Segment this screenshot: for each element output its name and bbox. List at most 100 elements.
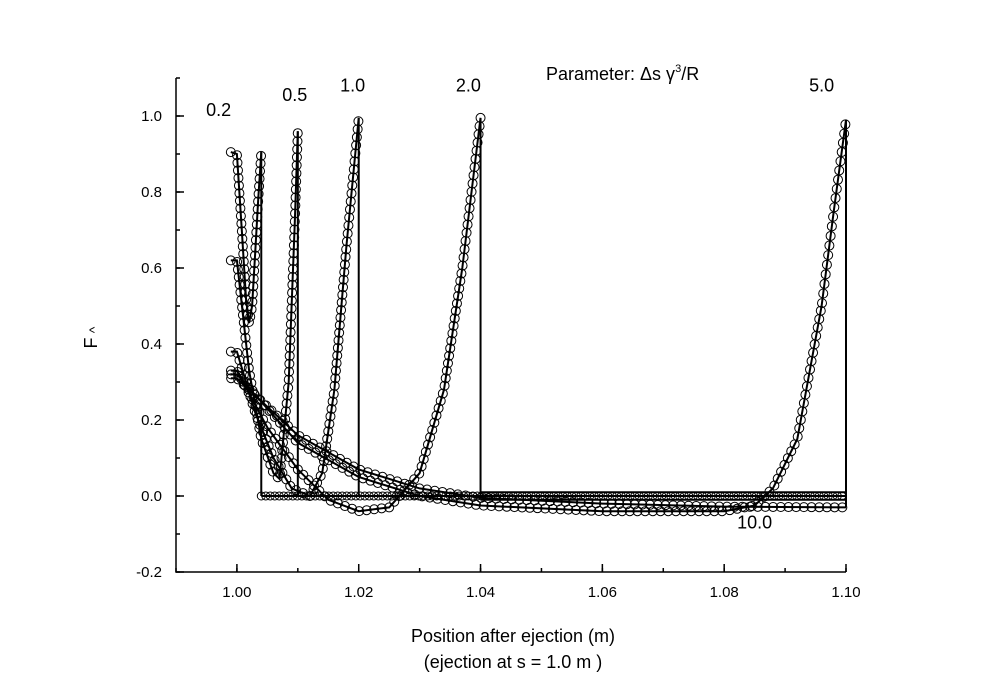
marker-0.5 [282, 390, 293, 401]
marker-2.0 [409, 474, 420, 485]
marker-2.0 [422, 439, 433, 450]
marker-2.0 [292, 464, 303, 475]
marker-5.0 [826, 221, 837, 232]
series-label: 5.0 [809, 75, 834, 95]
marker-0.5 [237, 302, 248, 313]
baseline-marker [441, 491, 451, 501]
marker-0.5 [285, 319, 296, 330]
marker-1.0 [315, 471, 326, 482]
marker-10.0 [277, 415, 288, 426]
marker-10.0 [233, 374, 244, 385]
x-tick-label: 1.00 [222, 584, 251, 601]
marker-0.2 [249, 265, 260, 276]
marker-10.0 [783, 502, 794, 513]
marker-0.2 [231, 150, 242, 161]
marker-10.0 [271, 410, 282, 421]
curve-0.2 [230, 151, 263, 324]
marker-10.0 [445, 488, 456, 499]
baseline-marker [387, 491, 397, 501]
marker-2.0 [439, 380, 450, 391]
baseline-marker [378, 491, 388, 501]
marker-0.5 [286, 295, 297, 306]
marker-1.0 [346, 188, 357, 199]
y-tick-label: 1.0 [141, 108, 162, 125]
marker-0.2 [225, 147, 236, 158]
marker-2.0 [416, 461, 427, 472]
marker-10.0 [745, 501, 756, 512]
series-label: 1.0 [340, 75, 365, 95]
y-tick-label: 0.8 [141, 184, 162, 201]
marker-1.0 [225, 346, 236, 357]
baseline-marker [445, 491, 455, 501]
marker-1.0 [322, 433, 333, 444]
marker-0.5 [236, 294, 247, 305]
marker-2.0 [462, 219, 473, 230]
baseline-marker [328, 491, 338, 501]
baseline-marker [319, 491, 329, 501]
marker-10.0 [348, 461, 359, 472]
series-label: 0.2 [206, 100, 231, 120]
marker-1.0 [234, 355, 245, 366]
marker-1.0 [351, 140, 362, 151]
marker-1.0 [334, 320, 345, 331]
x-tick-label: 1.08 [710, 584, 739, 601]
marker-0.2 [246, 304, 257, 315]
baseline-marker [315, 491, 325, 501]
marker-5.0 [820, 269, 831, 280]
baseline-marker [324, 491, 334, 501]
marker-1.0 [352, 124, 363, 135]
marker-5.0 [601, 506, 612, 517]
marker-1.0 [336, 305, 347, 316]
marker-2.0 [420, 446, 431, 457]
marker-2.0 [447, 328, 458, 339]
marker-0.2 [236, 226, 247, 237]
marker-5.0 [640, 506, 651, 517]
marker-5.0 [678, 506, 689, 517]
marker-0.2 [247, 289, 258, 300]
baseline-marker [373, 491, 383, 501]
marker-0.5 [243, 363, 254, 374]
marker-1.0 [327, 396, 338, 407]
marker-1.0 [332, 342, 343, 353]
series-label: 10.0 [737, 512, 772, 532]
marker-10.0 [226, 373, 237, 384]
marker-10.0 [255, 395, 266, 406]
baseline-marker [333, 491, 343, 501]
baseline-marker [409, 491, 419, 501]
series-0.2 [225, 147, 267, 496]
marker-0.5 [285, 335, 296, 346]
marker-5.0 [670, 506, 681, 517]
marker-0.2 [250, 242, 261, 253]
y-tick-label: 0.4 [141, 336, 162, 353]
marker-0.2 [237, 241, 248, 252]
marker-1.0 [341, 236, 352, 247]
baseline-marker [459, 491, 469, 501]
marker-10.0 [706, 501, 717, 512]
marker-10.0 [814, 502, 825, 513]
marker-10.0 [829, 502, 840, 513]
marker-5.0 [819, 278, 830, 289]
marker-10.0 [675, 500, 686, 511]
marker-1.0 [323, 426, 334, 437]
marker-2.0 [468, 170, 479, 181]
marker-0.2 [245, 311, 256, 322]
marker-1.0 [334, 327, 345, 338]
marker-10.0 [288, 426, 299, 437]
marker-10.0 [238, 379, 249, 390]
marker-10.0 [355, 464, 366, 475]
marker-1.0 [328, 389, 339, 400]
marker-2.0 [354, 506, 365, 517]
marker-2.0 [384, 502, 395, 513]
marker-0.2 [254, 181, 265, 192]
baseline-marker [423, 491, 433, 501]
marker-5.0 [828, 211, 839, 222]
marker-0.2 [239, 264, 250, 275]
baseline-marker [468, 491, 478, 501]
marker-10.0 [283, 421, 294, 432]
marker-5.0 [815, 305, 826, 316]
marker-2.0 [389, 496, 400, 507]
marker-10.0 [729, 501, 740, 512]
marker-10.0 [575, 497, 586, 508]
marker-0.2 [237, 233, 248, 244]
